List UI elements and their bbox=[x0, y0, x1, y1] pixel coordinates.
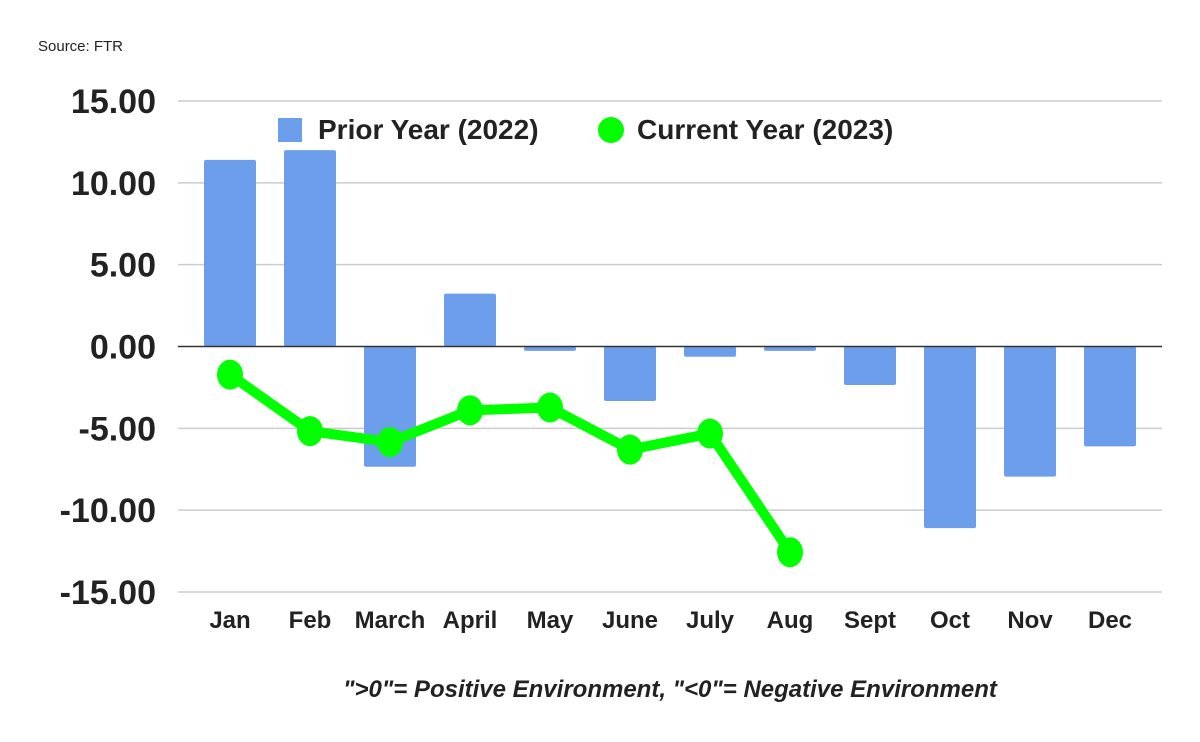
x-tick-label: Sept bbox=[844, 607, 896, 634]
x-tick-label: July bbox=[686, 607, 735, 634]
y-tick-label: -10.00 bbox=[60, 492, 156, 530]
bar-july bbox=[684, 346, 736, 357]
chart-note: ">0"= Positive Environment, "<0"= Negati… bbox=[343, 676, 997, 703]
y-tick-label: 15.00 bbox=[71, 83, 156, 121]
x-tick-label: Aug bbox=[767, 607, 814, 634]
legend-current-year: Current Year (2023) bbox=[637, 114, 893, 145]
bar-nov bbox=[1004, 346, 1056, 477]
point-april bbox=[457, 395, 483, 426]
point-july bbox=[697, 418, 723, 449]
bar-dec bbox=[1084, 346, 1136, 447]
bar-june bbox=[604, 346, 656, 402]
legend-bar-swatch bbox=[278, 118, 302, 142]
point-march bbox=[377, 427, 403, 458]
point-june bbox=[617, 434, 643, 465]
y-tick-label: 0.00 bbox=[90, 329, 156, 367]
point-aug bbox=[777, 537, 803, 568]
y-tick-label: 10.00 bbox=[71, 165, 156, 203]
x-tick-label: June bbox=[602, 607, 658, 634]
bar-sept bbox=[844, 346, 896, 385]
line-current-year bbox=[227, 370, 795, 556]
bar-feb bbox=[284, 150, 336, 347]
bar-may bbox=[524, 346, 576, 351]
source-label: Source: FTR bbox=[38, 38, 124, 55]
x-tick-label: April bbox=[443, 607, 498, 634]
bar-oct bbox=[924, 346, 976, 529]
x-tick-label: Feb bbox=[289, 607, 332, 634]
x-tick-label: March bbox=[355, 607, 426, 634]
x-tick-label: Nov bbox=[1007, 607, 1053, 634]
x-tick-label: Jan bbox=[209, 607, 250, 634]
bar-aug bbox=[764, 346, 816, 351]
x-tick-label: Oct bbox=[930, 607, 970, 634]
x-tick-label: Dec bbox=[1088, 607, 1132, 634]
legend-prior-year: Prior Year (2022) bbox=[318, 114, 539, 145]
bar-jan bbox=[204, 159, 256, 347]
y-tick-label: -5.00 bbox=[79, 410, 157, 448]
point-feb bbox=[297, 416, 323, 447]
y-tick-label: -15.00 bbox=[60, 574, 156, 612]
point-may bbox=[537, 392, 563, 423]
bar-april bbox=[444, 293, 496, 347]
legend-line-swatch bbox=[598, 117, 624, 143]
point-jan bbox=[217, 359, 243, 390]
y-tick-label: 5.00 bbox=[90, 247, 156, 285]
x-tick-label: May bbox=[527, 607, 574, 634]
